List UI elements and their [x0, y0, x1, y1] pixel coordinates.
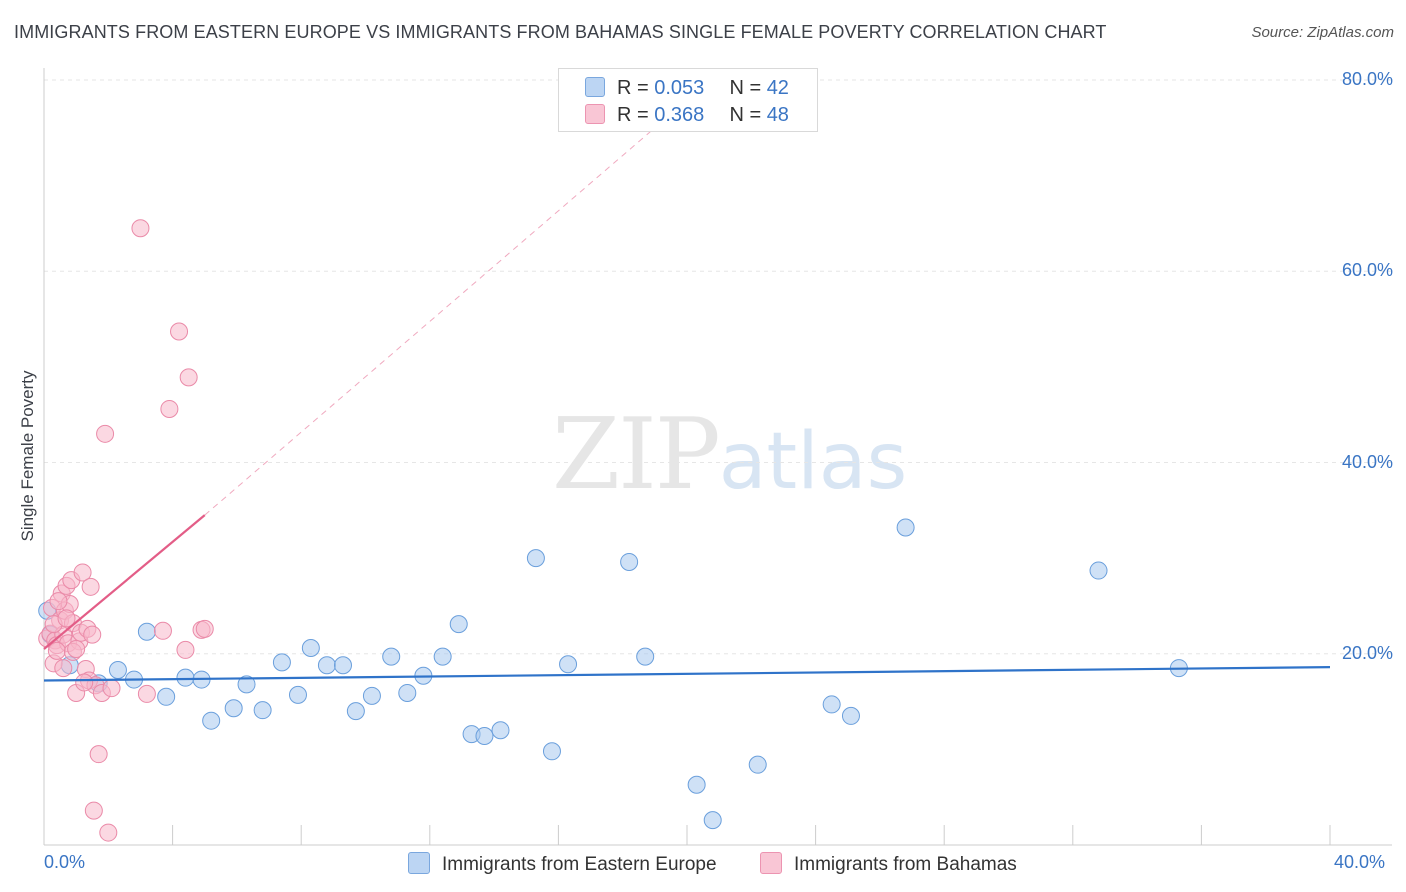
- data-point-bahamas: [137, 684, 156, 703]
- data-point-bahamas: [96, 424, 115, 443]
- legend: R = 0.053 N = 42 R = 0.368 N = 48: [558, 68, 818, 132]
- legend-r-value: 0.368: [654, 104, 705, 126]
- trend-line-bahamas: [43, 514, 206, 650]
- watermark-zip: ZIP: [552, 398, 721, 512]
- data-point-eastern-europe: [687, 775, 706, 794]
- data-point-eastern-europe: [333, 656, 352, 675]
- data-point-bahamas: [47, 641, 66, 660]
- data-point-eastern-europe: [382, 647, 401, 666]
- data-point-eastern-europe: [620, 552, 639, 571]
- data-point-eastern-europe: [137, 622, 156, 641]
- data-point-bahamas: [67, 639, 86, 658]
- data-point-eastern-europe: [896, 518, 915, 537]
- data-point-eastern-europe: [841, 706, 860, 725]
- legend-n-label: N =: [729, 77, 762, 99]
- data-point-eastern-europe: [108, 661, 127, 680]
- data-point-eastern-europe: [636, 647, 655, 666]
- data-point-eastern-europe: [526, 549, 545, 568]
- bottom-legend-eastern-europe: Immigrants from Eastern Europe: [408, 852, 717, 876]
- data-point-bahamas: [153, 621, 172, 640]
- data-point-bahamas: [179, 368, 198, 387]
- data-point-eastern-europe: [449, 615, 468, 634]
- data-point-bahamas: [170, 322, 189, 341]
- bottom-legend-swatch-blue: [408, 852, 430, 874]
- data-point-bahamas: [54, 659, 73, 678]
- legend-swatch-pink: [585, 104, 605, 124]
- data-point-eastern-europe: [253, 701, 272, 720]
- data-point-bahamas: [160, 399, 179, 418]
- data-point-eastern-europe: [301, 639, 320, 658]
- legend-n-value: 48: [766, 104, 789, 126]
- legend-row-eastern-europe: R = 0.053 N = 42: [585, 77, 789, 100]
- data-point-eastern-europe: [157, 687, 176, 706]
- data-point-eastern-europe: [822, 695, 841, 714]
- legend-swatch-blue: [585, 77, 605, 97]
- data-point-eastern-europe: [542, 742, 561, 761]
- data-point-eastern-europe: [559, 655, 578, 674]
- data-point-bahamas: [89, 745, 108, 764]
- chart-title: IMMIGRANTS FROM EASTERN EUROPE VS IMMIGR…: [14, 22, 1107, 42]
- y-tick-label: 80.0%: [1341, 69, 1393, 89]
- data-point-bahamas: [83, 625, 102, 644]
- data-point-bahamas: [176, 640, 195, 659]
- data-point-eastern-europe: [176, 668, 195, 687]
- x-tick-label-min: 0.0%: [44, 852, 86, 872]
- y-tick-label: 60.0%: [1341, 260, 1393, 281]
- data-point-eastern-europe: [748, 755, 767, 774]
- data-point-bahamas: [131, 219, 150, 238]
- bottom-legend-swatch-pink: [760, 852, 782, 874]
- bottom-legend-label: Immigrants from Bahamas: [794, 854, 1017, 875]
- trend-line-eastern-europe: [43, 666, 1331, 682]
- bottom-legend-bahamas: Immigrants from Bahamas: [760, 852, 1017, 876]
- legend-r-label: R =: [617, 77, 649, 99]
- data-point-eastern-europe: [433, 647, 452, 666]
- data-point-eastern-europe: [202, 711, 221, 730]
- legend-n-value: 42: [766, 77, 789, 99]
- y-tick-label: 20.0%: [1341, 642, 1393, 663]
- data-point-eastern-europe: [398, 683, 417, 702]
- data-point-bahamas: [75, 673, 94, 692]
- watermark: ZIPatlas: [552, 398, 907, 512]
- data-point-bahamas: [73, 563, 92, 582]
- data-point-eastern-europe: [703, 811, 722, 830]
- data-point-eastern-europe: [362, 686, 381, 705]
- data-point-bahamas: [195, 619, 214, 638]
- data-point-bahamas: [102, 679, 121, 698]
- trend-line-extension-bahamas: [204, 127, 656, 516]
- data-point-eastern-europe: [224, 699, 243, 718]
- legend-r-value: 0.053: [654, 77, 705, 99]
- legend-row-bahamas: R = 0.368 N = 48: [585, 104, 789, 127]
- data-point-bahamas: [49, 592, 68, 611]
- data-point-eastern-europe: [1089, 561, 1108, 580]
- bottom-legend-label: Immigrants from Eastern Europe: [442, 854, 717, 875]
- data-point-bahamas: [81, 577, 100, 596]
- data-point-eastern-europe: [237, 675, 256, 694]
- data-point-bahamas: [57, 609, 76, 628]
- legend-n-label: N =: [729, 104, 762, 126]
- data-point-eastern-europe: [346, 702, 365, 721]
- data-point-eastern-europe: [475, 726, 494, 745]
- data-point-bahamas: [99, 823, 118, 842]
- data-point-eastern-europe: [288, 685, 307, 704]
- data-point-bahamas: [84, 801, 103, 820]
- chart-source: Source: ZipAtlas.com: [1251, 24, 1394, 41]
- data-point-eastern-europe: [317, 656, 336, 675]
- data-point-eastern-europe: [272, 653, 291, 672]
- y-tick-label: 40.0%: [1341, 451, 1393, 472]
- x-tick-label-max: 40.0%: [1334, 852, 1386, 872]
- data-point-eastern-europe: [491, 721, 510, 740]
- legend-r-label: R =: [617, 104, 649, 126]
